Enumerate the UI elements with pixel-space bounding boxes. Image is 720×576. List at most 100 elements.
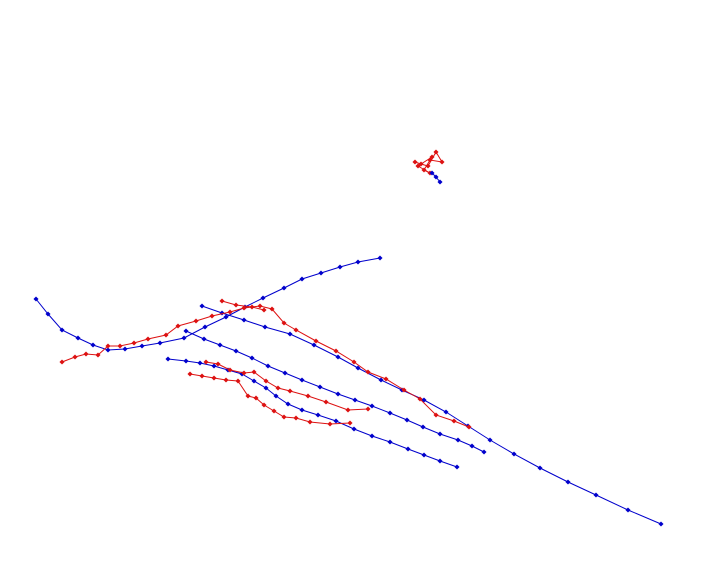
data-point [145, 336, 151, 342]
data-point [287, 388, 293, 394]
data-point [175, 323, 181, 329]
data-point [481, 449, 487, 455]
data-point [351, 426, 357, 432]
data-point [565, 479, 571, 485]
data-point [233, 302, 239, 308]
data-point [369, 403, 375, 409]
data-point [625, 507, 631, 513]
data-point [345, 407, 351, 413]
data-point [275, 385, 281, 391]
data-point [281, 285, 287, 291]
data-point [347, 420, 353, 426]
data-point [299, 377, 305, 383]
data-point [241, 305, 247, 311]
data-point [227, 367, 233, 373]
data-point [387, 410, 393, 416]
data-point [249, 304, 255, 310]
data-point [257, 303, 263, 309]
data-point [219, 298, 225, 304]
data-point [404, 417, 410, 423]
data-point [383, 376, 389, 382]
data-point [299, 276, 305, 282]
data-point [245, 393, 251, 399]
data-point [273, 393, 279, 399]
data-point [355, 259, 361, 265]
data-point [405, 446, 411, 452]
data-point [251, 369, 257, 375]
data-point [378, 377, 384, 383]
data-point [425, 163, 431, 169]
data-point [235, 378, 241, 384]
data-point [193, 318, 199, 324]
series-9-blue [429, 170, 443, 185]
data-point [337, 264, 343, 270]
data-point [233, 348, 239, 354]
series-0-blue [33, 255, 383, 353]
data-point [271, 408, 277, 414]
data-point [223, 377, 229, 383]
data-point [318, 270, 324, 276]
data-point [439, 159, 445, 165]
data-point [469, 443, 475, 449]
data-point [199, 373, 205, 379]
data-point [269, 306, 275, 312]
data-point [333, 418, 339, 424]
data-point [281, 414, 287, 420]
series-line [167, 358, 458, 468]
data-point [183, 328, 189, 334]
data-point [387, 439, 393, 445]
data-point [437, 458, 443, 464]
series-6-red [203, 359, 371, 413]
data-point [131, 340, 137, 346]
data-point [511, 451, 517, 457]
data-point [433, 412, 439, 418]
data-point [433, 149, 439, 155]
data-point [351, 359, 357, 365]
data-point [181, 335, 187, 341]
data-point [365, 406, 371, 412]
data-point [355, 365, 361, 371]
data-point [261, 307, 267, 313]
data-point [352, 397, 358, 403]
series-2-blue [183, 328, 487, 455]
series-line [205, 361, 369, 411]
data-point [437, 431, 443, 437]
data-point [293, 415, 299, 421]
data-point [333, 348, 339, 354]
data-point [211, 375, 217, 381]
data-point [455, 437, 461, 443]
data-point [293, 327, 299, 333]
data-point [215, 361, 221, 367]
data-point [437, 179, 443, 185]
data-point [263, 385, 269, 391]
data-point [313, 338, 319, 344]
data-point [443, 409, 449, 415]
data-point [199, 303, 205, 309]
data-point [421, 167, 427, 173]
data-point [323, 399, 329, 405]
data-point [163, 332, 169, 338]
data-point [165, 356, 171, 362]
data-point [420, 424, 426, 430]
data-point [217, 342, 223, 348]
data-point [335, 391, 341, 397]
data-point [415, 163, 421, 169]
data-point [183, 358, 189, 364]
data-point [201, 336, 207, 342]
data-point [287, 331, 293, 337]
data-point [281, 320, 287, 326]
data-point [335, 354, 341, 360]
data-point [209, 313, 215, 319]
data-point [157, 340, 163, 346]
data-point [421, 452, 427, 458]
series-3-blue [165, 356, 460, 470]
data-point [262, 324, 268, 330]
data-point [537, 465, 543, 471]
data-point [211, 363, 217, 369]
series-line [221, 300, 265, 311]
series-line [35, 257, 381, 351]
data-point [307, 419, 313, 425]
series-layer [33, 149, 664, 527]
series-5-red [219, 298, 267, 313]
data-point [249, 355, 255, 361]
